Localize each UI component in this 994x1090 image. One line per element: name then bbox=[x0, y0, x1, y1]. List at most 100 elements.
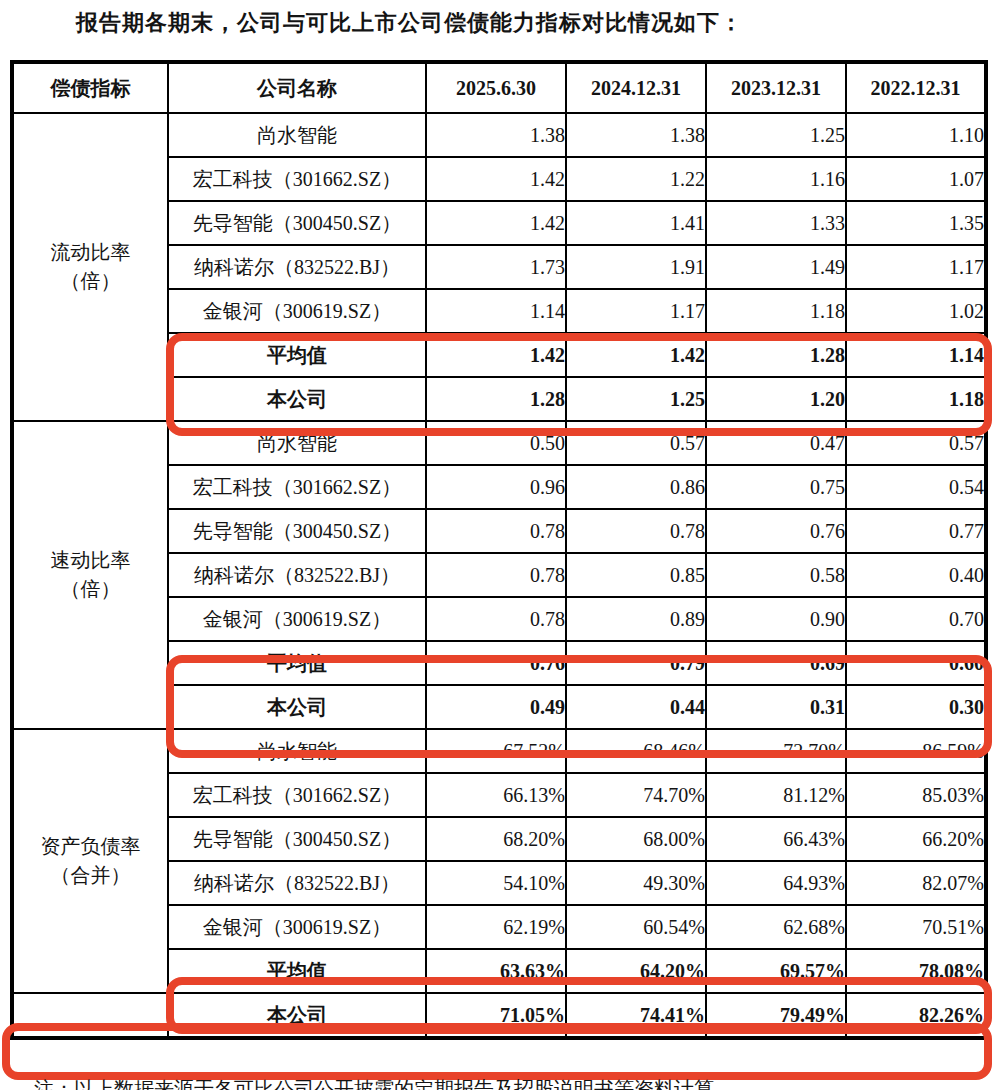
value-cell: 0.79 bbox=[566, 641, 706, 685]
value-cell: 1.07 bbox=[846, 157, 986, 201]
value-cell: 1.10 bbox=[846, 113, 986, 157]
value-cell: 0.44 bbox=[566, 685, 706, 729]
value-cell: 60.54% bbox=[566, 905, 706, 949]
value-cell: 1.28 bbox=[426, 377, 566, 421]
indicator-cell: 速动比率（倍） bbox=[12, 421, 168, 729]
value-cell: 1.38 bbox=[426, 113, 566, 157]
value-cell: 0.58 bbox=[706, 553, 846, 597]
value-cell: 0.57 bbox=[566, 421, 706, 465]
empty-indicator-cell bbox=[12, 993, 168, 1038]
value-cell: 78.08% bbox=[846, 949, 986, 993]
value-cell: 66.20% bbox=[846, 817, 986, 861]
value-cell: 62.68% bbox=[706, 905, 846, 949]
value-cell: 0.78 bbox=[566, 509, 706, 553]
value-cell: 0.89 bbox=[566, 597, 706, 641]
company-name-cell: 宏工科技（301662.SZ） bbox=[168, 465, 426, 509]
value-cell: 0.77 bbox=[846, 509, 986, 553]
document-page: 报告期各期末，公司与可比上市公司偿债能力指标对比情况如下： 偿债指标公司名称20… bbox=[0, 0, 994, 1090]
page-title: 报告期各期末，公司与可比上市公司偿债能力指标对比情况如下： bbox=[76, 8, 743, 38]
table-row: 速动比率（倍）尚水智能0.500.570.470.57 bbox=[12, 421, 986, 465]
company-name-cell: 纳科诺尔（832522.BJ） bbox=[168, 245, 426, 289]
value-cell: 1.28 bbox=[706, 333, 846, 377]
value-cell: 0.50 bbox=[426, 421, 566, 465]
value-cell: 68.46% bbox=[566, 729, 706, 773]
indicator-unit: （倍） bbox=[14, 575, 167, 604]
value-cell: 1.18 bbox=[846, 377, 986, 421]
indicator-cell: 资产负债率（合并） bbox=[12, 729, 168, 993]
company-name-cell: 平均值 bbox=[168, 641, 426, 685]
value-cell: 1.91 bbox=[566, 245, 706, 289]
table-row: 资产负债率（合并）尚水智能67.52%68.46%72.70%86.59% bbox=[12, 729, 986, 773]
company-name-cell: 尚水智能 bbox=[168, 729, 426, 773]
indicator-unit: （合并） bbox=[14, 861, 167, 890]
value-cell: 49.30% bbox=[566, 861, 706, 905]
value-cell: 1.18 bbox=[706, 289, 846, 333]
value-cell: 1.20 bbox=[706, 377, 846, 421]
value-cell: 0.54 bbox=[846, 465, 986, 509]
company-name-cell: 宏工科技（301662.SZ） bbox=[168, 773, 426, 817]
value-cell: 1.14 bbox=[846, 333, 986, 377]
company-name-cell: 金银河（300619.SZ） bbox=[168, 289, 426, 333]
company-name-cell: 平均值 bbox=[168, 333, 426, 377]
value-cell: 1.42 bbox=[426, 201, 566, 245]
value-cell: 74.70% bbox=[566, 773, 706, 817]
value-cell: 0.57 bbox=[846, 421, 986, 465]
value-cell: 62.19% bbox=[426, 905, 566, 949]
company-name-cell: 本公司 bbox=[168, 377, 426, 421]
table-row: 流动比率（倍）尚水智能1.381.381.251.10 bbox=[12, 113, 986, 157]
table-row: 本公司71.05%74.41%79.49%82.26% bbox=[12, 993, 986, 1038]
column-header: 2025.6.30 bbox=[426, 62, 566, 113]
value-cell: 1.41 bbox=[566, 201, 706, 245]
company-name-cell: 宏工科技（301662.SZ） bbox=[168, 157, 426, 201]
value-cell: 1.42 bbox=[426, 333, 566, 377]
value-cell: 1.25 bbox=[706, 113, 846, 157]
company-name-cell: 尚水智能 bbox=[168, 421, 426, 465]
value-cell: 72.70% bbox=[706, 729, 846, 773]
value-cell: 0.76 bbox=[706, 509, 846, 553]
company-name-cell: 平均值 bbox=[168, 949, 426, 993]
indicator-cell: 流动比率（倍） bbox=[12, 113, 168, 421]
solvency-comparison-table: 偿债指标公司名称2025.6.302024.12.312023.12.31202… bbox=[10, 60, 988, 1040]
value-cell: 71.05% bbox=[426, 993, 566, 1038]
value-cell: 0.40 bbox=[846, 553, 986, 597]
value-cell: 1.49 bbox=[706, 245, 846, 289]
value-cell: 1.42 bbox=[426, 157, 566, 201]
value-cell: 0.76 bbox=[426, 641, 566, 685]
company-name-cell: 本公司 bbox=[168, 685, 426, 729]
value-cell: 85.03% bbox=[846, 773, 986, 817]
company-name-cell: 先导智能（300450.SZ） bbox=[168, 509, 426, 553]
value-cell: 66.43% bbox=[706, 817, 846, 861]
company-name-cell: 纳科诺尔（832522.BJ） bbox=[168, 861, 426, 905]
company-name-cell: 金银河（300619.SZ） bbox=[168, 905, 426, 949]
indicator-name: 资产负债率 bbox=[14, 832, 167, 861]
indicator-unit: （倍） bbox=[14, 267, 167, 296]
value-cell: 0.78 bbox=[426, 509, 566, 553]
value-cell: 0.49 bbox=[426, 685, 566, 729]
column-header: 2022.12.31 bbox=[846, 62, 986, 113]
company-name-cell: 尚水智能 bbox=[168, 113, 426, 157]
value-cell: 0.70 bbox=[846, 597, 986, 641]
company-name-cell: 金银河（300619.SZ） bbox=[168, 597, 426, 641]
indicator-name: 速动比率 bbox=[14, 546, 167, 575]
value-cell: 1.33 bbox=[706, 201, 846, 245]
column-header: 偿债指标 bbox=[12, 62, 168, 113]
value-cell: 1.73 bbox=[426, 245, 566, 289]
value-cell: 67.52% bbox=[426, 729, 566, 773]
value-cell: 0.69 bbox=[706, 641, 846, 685]
value-cell: 1.02 bbox=[846, 289, 986, 333]
value-cell: 82.07% bbox=[846, 861, 986, 905]
value-cell: 0.85 bbox=[566, 553, 706, 597]
value-cell: 0.78 bbox=[426, 553, 566, 597]
value-cell: 0.30 bbox=[846, 685, 986, 729]
value-cell: 0.96 bbox=[426, 465, 566, 509]
value-cell: 0.31 bbox=[706, 685, 846, 729]
company-name-cell: 先导智能（300450.SZ） bbox=[168, 201, 426, 245]
value-cell: 0.78 bbox=[426, 597, 566, 641]
value-cell: 66.13% bbox=[426, 773, 566, 817]
value-cell: 1.22 bbox=[566, 157, 706, 201]
value-cell: 1.16 bbox=[706, 157, 846, 201]
company-name-cell: 纳科诺尔（832522.BJ） bbox=[168, 553, 426, 597]
value-cell: 1.42 bbox=[566, 333, 706, 377]
company-name-cell: 本公司 bbox=[168, 993, 426, 1038]
indicator-name: 流动比率 bbox=[14, 238, 167, 267]
